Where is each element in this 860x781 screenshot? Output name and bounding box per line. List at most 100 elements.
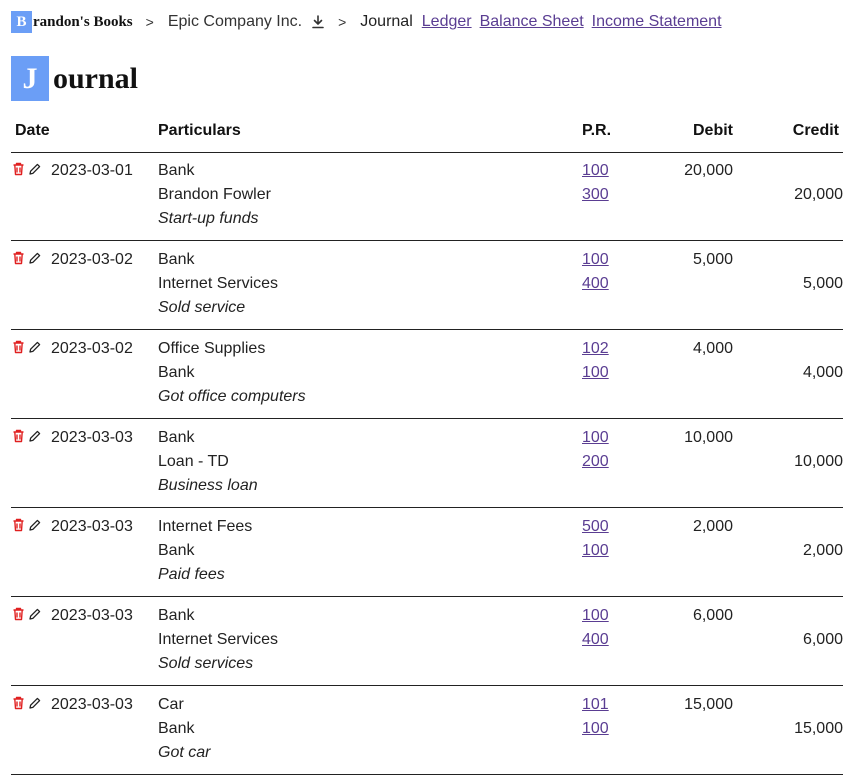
debit-amount: 10,000: [684, 429, 733, 446]
trash-icon[interactable]: [12, 429, 25, 443]
pencil-icon[interactable]: [28, 607, 41, 621]
download-icon[interactable]: [311, 15, 325, 29]
debit-account: Bank: [158, 607, 195, 624]
debit-account: Car: [158, 696, 184, 713]
debit-amount: 20,000: [684, 162, 733, 179]
debit-account: Bank: [158, 251, 195, 268]
posting-reference-link[interactable]: 100: [582, 429, 609, 446]
column-header-pr: P.R.: [582, 122, 612, 139]
trash-icon[interactable]: [12, 340, 25, 354]
entry-date: 2023-03-03: [51, 696, 133, 713]
debit-account: Bank: [158, 429, 195, 446]
entry-date: 2023-03-03: [51, 607, 133, 624]
journal-entries: 2023-03-01 Bank 100 20,000 Brandon Fowle…: [11, 152, 843, 775]
entry-memo: Start-up funds: [158, 210, 259, 227]
posting-reference-link[interactable]: 101: [582, 696, 609, 713]
credit-amount: 10,000: [794, 453, 843, 470]
entry-memo: Sold services: [158, 655, 254, 672]
entry-date: 2023-03-02: [51, 340, 133, 357]
trash-icon[interactable]: [12, 162, 25, 176]
entry-memo: Sold service: [158, 299, 246, 316]
credit-account: Brandon Fowler: [158, 186, 271, 203]
pencil-icon[interactable]: [28, 429, 41, 443]
entry-memo: Paid fees: [158, 566, 225, 583]
debit-account: Bank: [158, 162, 195, 179]
journal-entry: 2023-03-02 Bank 100 5,000 Internet Servi…: [11, 241, 843, 330]
posting-reference-link[interactable]: 100: [582, 162, 609, 179]
credit-account: Internet Services: [158, 631, 279, 648]
entry-date: 2023-03-02: [51, 251, 133, 268]
credit-amount: 5,000: [802, 275, 843, 292]
page-title-initial: J: [11, 56, 49, 101]
nav-link-ledger[interactable]: Ledger: [421, 13, 472, 30]
journal-entry: 2023-03-03 Bank 100 6,000 Internet Servi…: [11, 597, 843, 686]
posting-reference-link[interactable]: 100: [582, 542, 609, 559]
pencil-icon[interactable]: [28, 251, 41, 265]
posting-reference-link[interactable]: 300: [582, 186, 609, 203]
posting-reference-link[interactable]: 400: [582, 275, 609, 292]
journal-header: Date Particulars P.R. Debit Credit: [11, 120, 843, 153]
posting-reference-link[interactable]: 100: [582, 607, 609, 624]
credit-account: Bank: [158, 720, 195, 737]
nav-link-income-statement[interactable]: Income Statement: [591, 13, 722, 30]
credit-account: Loan - TD: [158, 453, 229, 470]
journal-entry: 2023-03-01 Bank 100 20,000 Brandon Fowle…: [11, 152, 843, 241]
entry-memo: Got office computers: [158, 388, 306, 405]
debit-amount: 6,000: [692, 607, 733, 624]
posting-reference-link[interactable]: 400: [582, 631, 609, 648]
credit-account: Bank: [158, 542, 195, 559]
posting-reference-link[interactable]: 200: [582, 453, 609, 470]
pencil-icon[interactable]: [28, 696, 41, 710]
journal-entry: 2023-03-03 Car 101 15,000 Bank 100 15,00…: [11, 686, 843, 775]
journal-entry: 2023-03-03 Internet Fees 500 2,000 Bank …: [11, 508, 843, 597]
posting-reference-link[interactable]: 100: [582, 364, 609, 381]
breadcrumb-separator: >: [338, 14, 347, 30]
debit-amount: 5,000: [692, 251, 733, 268]
posting-reference-link[interactable]: 100: [582, 251, 609, 268]
journal-entry: 2023-03-03 Bank 100 10,000 Loan - TD 200…: [11, 419, 843, 508]
credit-account: Bank: [158, 364, 195, 381]
entry-memo: Business loan: [158, 477, 258, 494]
page-title-text: ournal: [53, 61, 139, 95]
brand-name: randon's Books: [33, 13, 133, 30]
breadcrumb-separator: >: [145, 14, 154, 30]
credit-amount: 6,000: [802, 631, 843, 648]
pencil-icon[interactable]: [28, 340, 41, 354]
debit-account: Office Supplies: [158, 340, 266, 357]
brand-initial: B: [11, 11, 32, 33]
nav-link-balance-sheet[interactable]: Balance Sheet: [479, 13, 584, 30]
column-header-credit: Credit: [792, 122, 839, 139]
debit-account: Internet Fees: [158, 518, 253, 535]
entry-date: 2023-03-03: [51, 518, 133, 535]
entry-date: 2023-03-03: [51, 429, 133, 446]
pencil-icon[interactable]: [28, 518, 41, 532]
credit-amount: 20,000: [794, 186, 843, 203]
column-header-particulars: Particulars: [158, 122, 241, 139]
breadcrumb-current: Journal: [360, 13, 413, 30]
report-nav: Ledger Balance Sheet Income Statement: [422, 13, 730, 31]
credit-amount: 15,000: [794, 720, 843, 737]
trash-icon[interactable]: [12, 518, 25, 532]
column-header-date: Date: [15, 122, 50, 139]
journal-entry: 2023-03-02 Office Supplies 102 4,000 Ban…: [11, 330, 843, 419]
entry-memo: Got car: [158, 744, 211, 761]
trash-icon[interactable]: [12, 251, 25, 265]
posting-reference-link[interactable]: 102: [582, 340, 609, 357]
credit-amount: 2,000: [802, 542, 843, 559]
company-name[interactable]: Epic Company Inc.: [167, 13, 303, 30]
column-header-debit: Debit: [693, 122, 733, 139]
posting-reference-link[interactable]: 500: [582, 518, 609, 535]
credit-account: Internet Services: [158, 275, 279, 292]
trash-icon[interactable]: [12, 607, 25, 621]
entry-date: 2023-03-01: [51, 162, 133, 179]
debit-amount: 15,000: [684, 696, 733, 713]
trash-icon[interactable]: [12, 696, 25, 710]
posting-reference-link[interactable]: 100: [582, 720, 609, 737]
debit-amount: 2,000: [692, 518, 733, 535]
credit-amount: 4,000: [802, 364, 843, 381]
pencil-icon[interactable]: [28, 162, 41, 176]
debit-amount: 4,000: [692, 340, 733, 357]
